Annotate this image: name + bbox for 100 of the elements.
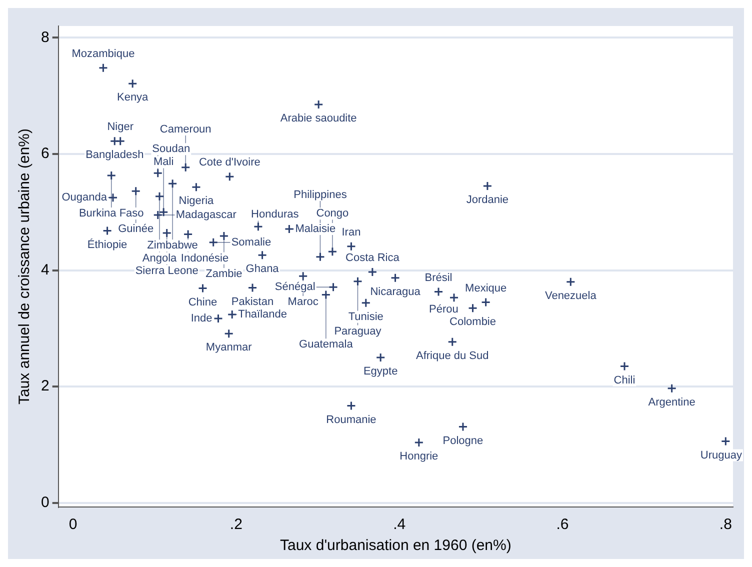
annotation: Arabie saoudite <box>280 112 357 125</box>
point <box>328 246 338 256</box>
annotation: Ghana <box>246 263 280 276</box>
annotation: Mali <box>153 156 174 168</box>
annotation: Maroc <box>288 296 319 308</box>
point <box>328 282 338 292</box>
point <box>227 310 237 320</box>
y-tick-label: 2 <box>41 378 50 395</box>
x-tick-label: .8 <box>719 516 732 534</box>
point <box>253 222 263 232</box>
point <box>298 271 308 281</box>
annotation: Niger <box>107 121 134 134</box>
point <box>390 273 400 283</box>
point <box>191 182 201 192</box>
annotation: Éthiopie <box>87 238 128 251</box>
annotation: Jordanie <box>466 194 509 206</box>
point <box>102 226 112 236</box>
point <box>168 178 178 188</box>
annotation: Indonésie <box>180 252 229 264</box>
annotation: Pologne <box>442 434 484 447</box>
point <box>131 186 141 196</box>
point <box>198 284 208 294</box>
point <box>213 314 223 324</box>
annotation: Bangladesh <box>86 149 144 162</box>
point <box>106 170 116 180</box>
annotation: Mexique <box>465 282 507 294</box>
x-axis-title: Taux d'urbanisation en 1960 (en%) <box>280 537 512 554</box>
point <box>667 384 677 394</box>
point <box>110 136 120 146</box>
x-tick-label: .2 <box>230 516 242 534</box>
annotation: Hongrie <box>400 450 438 462</box>
annotation: Colombie <box>450 316 496 328</box>
point <box>720 436 730 446</box>
point <box>219 231 229 241</box>
point <box>162 228 172 238</box>
point <box>108 192 118 202</box>
point <box>376 352 386 362</box>
point <box>481 298 491 308</box>
annotation: Angola <box>142 252 178 264</box>
annotation: Kenya <box>116 92 150 104</box>
point <box>153 168 163 178</box>
point <box>98 63 108 73</box>
y-tick-label: 6 <box>41 145 50 162</box>
x-tick-label: .4 <box>393 516 406 534</box>
x-tick-label: .6 <box>556 516 569 534</box>
annotation: Chine <box>188 296 218 308</box>
annotation: Zambie <box>206 268 242 280</box>
point <box>224 172 234 182</box>
annotation: Soudan <box>152 143 190 156</box>
point <box>128 78 138 88</box>
point <box>346 242 356 252</box>
annotation: Sénégal <box>274 281 316 294</box>
annotation: Congo <box>316 208 349 220</box>
point <box>482 181 492 191</box>
annotation: Inde <box>190 312 212 325</box>
point <box>153 210 163 220</box>
point <box>468 303 478 313</box>
point <box>566 277 576 287</box>
annotation: Nigeria <box>178 195 215 208</box>
point <box>315 252 325 262</box>
annotation: Paraguay <box>334 325 382 338</box>
annotation: Uruguay <box>700 449 742 462</box>
annotation: Argentine <box>648 396 696 408</box>
annotation: Guatemala <box>299 338 354 351</box>
point <box>368 267 378 277</box>
point <box>346 401 356 411</box>
annotation: Brésil <box>424 272 452 284</box>
point <box>183 229 193 239</box>
annotation: Honduras <box>251 208 300 221</box>
annotation: Cameroun <box>160 123 212 136</box>
point <box>434 287 444 297</box>
annotation: Thaïlande <box>238 308 288 321</box>
point <box>414 438 424 448</box>
y-tick-label: 8 <box>41 28 50 46</box>
point <box>620 362 630 371</box>
point <box>116 136 126 146</box>
y-axis-title: Taux annuel de croissance urbaine (en%) <box>16 128 34 404</box>
annotation: Guinée <box>118 223 154 236</box>
point <box>154 192 164 202</box>
annotation: Roumanie <box>326 414 376 426</box>
annotation: Chili <box>614 374 636 386</box>
annotation: Venezuela <box>544 290 598 302</box>
annotation: Mozambique <box>72 48 135 60</box>
annotation: Ouganda <box>62 192 108 204</box>
annotation: Somalie <box>231 236 272 248</box>
annotation: Nicaragua <box>370 286 422 298</box>
point <box>352 276 362 286</box>
annotation: Malaisie <box>295 223 336 236</box>
annotation: Sierra Leone <box>135 265 198 278</box>
annotation: Pérou <box>429 304 458 316</box>
point <box>314 100 324 110</box>
annotation: Myanmar <box>206 342 252 354</box>
point <box>224 328 234 338</box>
point <box>458 422 468 432</box>
y-tick-label: 0 <box>41 494 50 512</box>
annotation: Tunisie <box>348 310 384 323</box>
annotation: Afrique du Sud <box>416 350 489 362</box>
annotation: Costa Rica <box>346 252 400 264</box>
point <box>208 238 218 248</box>
point <box>321 290 331 300</box>
